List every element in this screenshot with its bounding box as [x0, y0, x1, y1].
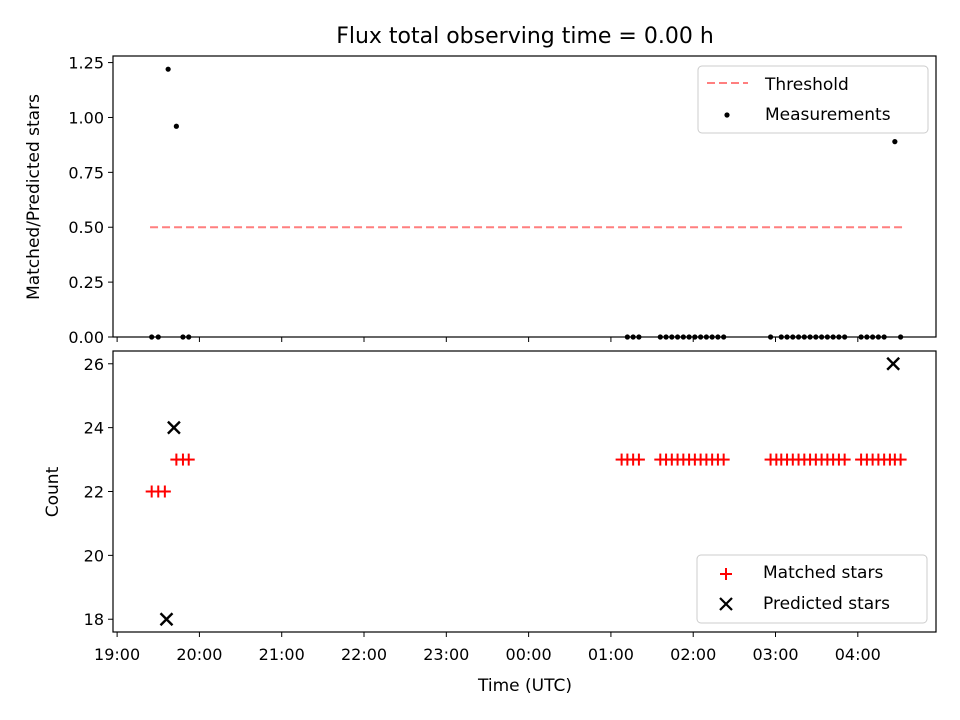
legend-predicted-swatch	[719, 597, 733, 611]
top-y-tick-label: 1.00	[68, 108, 104, 127]
matched-star-point	[182, 453, 195, 466]
predicted-star-point	[886, 356, 901, 371]
measurement-point	[173, 123, 179, 129]
x-tick-label: 20:00	[176, 645, 222, 664]
predicted-star-point	[159, 612, 174, 627]
bottom-y-ticks: 18 20 22 24 26	[84, 355, 113, 629]
top-y-tick-label: 1.25	[68, 54, 104, 73]
top-y-ticks: 0.00 0.25 0.50 0.75 1.00 1.25	[68, 54, 113, 347]
bottom-x-ticks: 19:00 20:00 21:00 22:00 23:00 00:00 01:00 02:00…	[94, 632, 881, 664]
legend-threshold-label: Threshold	[764, 75, 849, 95]
x-tick-label: 04:00	[835, 645, 881, 664]
x-tick-label: 21:00	[259, 645, 305, 664]
bottom-y-tick-label: 20	[84, 546, 104, 565]
bottom-panel: Count Time (UTC) 18 20 22 24 26 19:00 20:00 21…	[43, 350, 937, 696]
top-y-tick-label: 0.25	[68, 273, 104, 292]
matched-star-point	[632, 453, 645, 466]
top-x-ticks	[116, 337, 859, 342]
matched-star-point	[894, 453, 907, 466]
x-axis-label: Time (UTC)	[477, 676, 572, 696]
top-y-tick-label: 0.75	[68, 163, 104, 182]
x-tick-label: 03:00	[752, 645, 798, 664]
x-tick-label: 02:00	[670, 645, 716, 664]
bottom-y-tick-label: 18	[84, 610, 104, 629]
legend-measurements-label: Measurements	[765, 105, 891, 125]
measurement-point	[165, 66, 171, 72]
bottom-legend-box	[696, 554, 928, 624]
x-tick-label: 01:00	[588, 645, 634, 664]
bottom-y-tick-label: 24	[84, 419, 104, 438]
predicted-star-point	[167, 420, 181, 435]
bottom-y-tick-label: 22	[84, 483, 104, 502]
top-y-tick-label: 0.50	[68, 218, 104, 237]
legend-matched-swatch	[720, 568, 732, 580]
legend-measurements-swatch	[724, 112, 730, 118]
bottom-legend: Matched stars Predicted stars	[696, 554, 928, 624]
bottom-y-axis-label: Count	[43, 466, 63, 517]
bottom-axes-frame	[112, 350, 937, 633]
matched-star-point	[838, 453, 851, 466]
top-legend: Threshold Measurements	[697, 65, 929, 134]
top-panel: Flux total observing time = 0.00 h Match…	[24, 24, 937, 347]
top-axes-frame	[112, 55, 937, 338]
legend-predicted-label: Predicted stars	[763, 594, 890, 614]
x-tick-label: 22:00	[341, 645, 387, 664]
measurement-point	[892, 139, 898, 145]
x-tick-label: 19:00	[94, 645, 140, 664]
chart-title: Flux total observing time = 0.00 h	[336, 24, 714, 49]
x-tick-label: 23:00	[423, 645, 469, 664]
bottom-y-tick-label: 26	[84, 355, 104, 374]
legend-matched-label: Matched stars	[763, 563, 883, 583]
top-y-tick-label: 0.00	[68, 328, 104, 347]
top-legend-box	[697, 65, 929, 134]
matched-star-point	[158, 485, 171, 498]
bottom-plot-area	[145, 356, 907, 627]
top-y-axis-label: Matched/Predicted stars	[24, 94, 44, 300]
x-tick-label: 00:00	[506, 645, 552, 664]
matched-star-point	[717, 453, 730, 466]
